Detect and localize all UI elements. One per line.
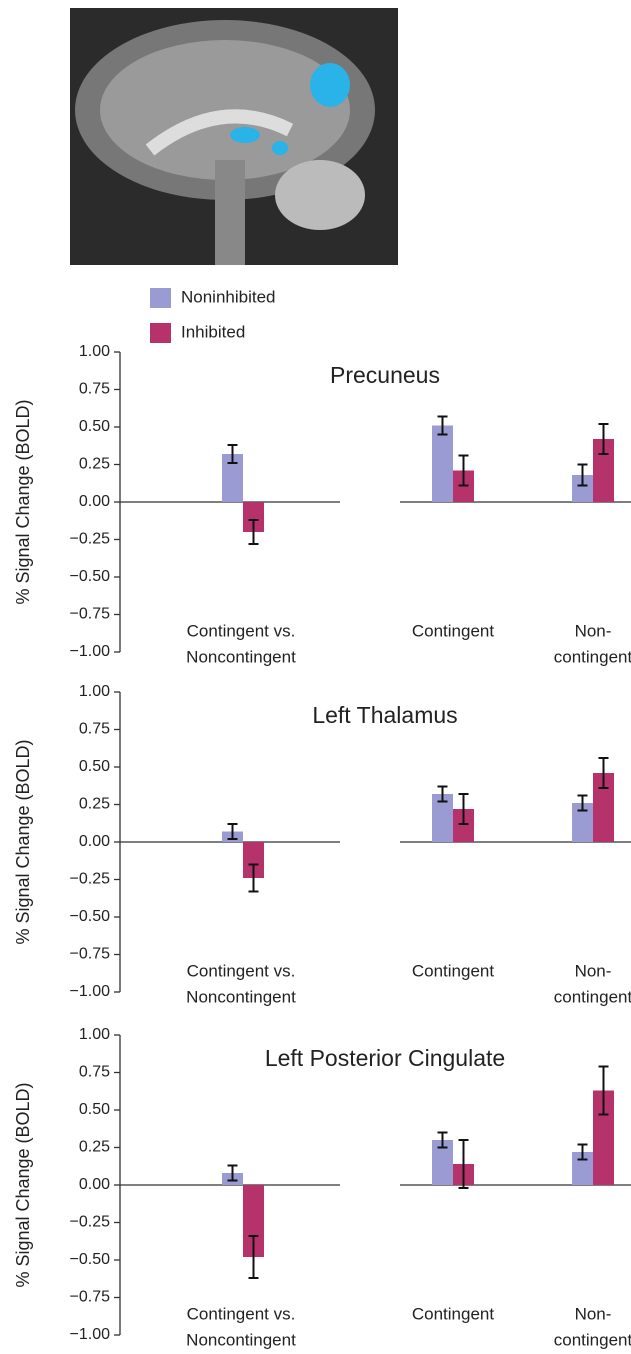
x-tick-label: Non- [575,1304,612,1323]
y-tick-label: −0.25 [70,531,111,548]
y-tick-label: 1.00 [79,683,110,700]
y-tick-label: 0.00 [79,833,110,850]
legend-swatch [150,323,171,343]
y-axis-label: % Signal Change (BOLD) [13,1082,33,1287]
y-tick-label: 0.25 [79,796,110,813]
y-tick-label: 1.00 [79,343,110,360]
y-tick-label: −0.75 [70,946,111,963]
legend-label: Noninhibited [181,287,276,306]
y-tick-label: −1.00 [70,983,111,1000]
bar [432,426,453,503]
y-tick-label: −0.50 [70,1251,111,1268]
x-tick-label: Contingent [412,1304,495,1323]
y-axis-label: % Signal Change (BOLD) [13,399,33,604]
x-tick-label: Contingent vs. [187,1304,296,1323]
y-tick-label: −0.25 [70,871,111,888]
x-tick-label: Contingent vs. [187,621,296,640]
y-tick-label: 0.75 [79,1064,110,1081]
y-tick-label: 0.25 [79,456,110,473]
y-tick-label: 1.00 [79,1026,110,1043]
x-tick-label: Contingent [412,621,495,640]
legend-label: Inhibited [181,322,245,341]
x-tick-label: Non- [575,961,612,980]
y-tick-label: 0.00 [79,1176,110,1193]
x-tick-label: Noncontingent [186,987,296,1006]
y-tick-label: 0.75 [79,381,110,398]
x-tick-label: Contingent [412,961,495,980]
y-tick-label: −1.00 [70,643,111,660]
y-tick-label: −0.25 [70,1214,111,1231]
chart-title: Precuneus [330,362,440,388]
y-tick-label: −0.50 [70,568,111,585]
y-tick-label: −0.75 [70,1289,111,1306]
chart-title: Left Posterior Cingulate [265,1045,505,1071]
y-tick-label: 0.50 [79,1101,110,1118]
y-tick-label: 0.50 [79,418,110,435]
figure: Noninhibited Inhibited % Signal Change (BO… [0,0,631,1349]
y-tick-label: 0.75 [79,721,110,738]
x-tick-label: Noncontingent [186,647,296,666]
y-axis-label: % Signal Change (BOLD) [13,739,33,944]
y-tick-label: 0.50 [79,758,110,775]
x-tick-label: contingent [554,1330,631,1349]
x-tick-label: contingent [554,647,631,666]
y-tick-label: −0.50 [70,908,111,925]
chart-title: Left Thalamus [312,702,457,728]
y-tick-label: 0.25 [79,1139,110,1156]
x-tick-label: contingent [554,987,631,1006]
brain-scan [70,8,398,265]
y-tick-label: 0.00 [79,493,110,510]
y-tick-label: −0.75 [70,606,111,623]
x-tick-label: Contingent vs. [187,961,296,980]
y-tick-label: −1.00 [70,1326,111,1343]
legend-swatch [150,288,171,308]
x-tick-label: Non- [575,621,612,640]
x-tick-label: Noncontingent [186,1330,296,1349]
